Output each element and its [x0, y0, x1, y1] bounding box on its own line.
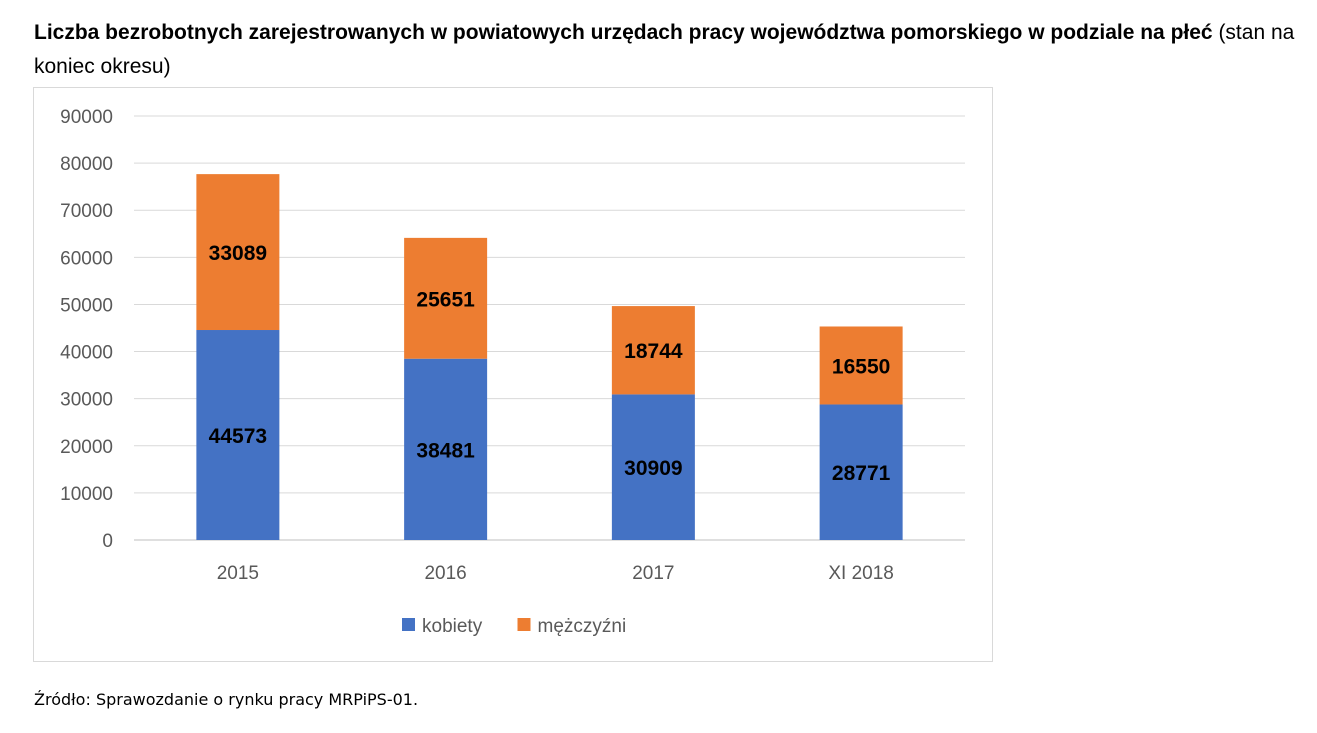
stacked-bar-chart: 0 10000 20000 30000 40000 50000 60000 70000 8000…	[60, 107, 965, 637]
data-label: 38481	[416, 439, 475, 462]
x-tick-label: 2016	[424, 563, 466, 584]
data-label: 16550	[832, 355, 890, 378]
y-tick-label: 60000	[60, 248, 113, 269]
x-tick-label: 2017	[632, 563, 674, 584]
bar-segment	[404, 358, 488, 540]
legend-swatch	[402, 618, 415, 631]
legend-label: kobiety	[422, 616, 483, 637]
bar-segment	[196, 330, 280, 540]
chart-title-bold: Liczba bezrobotnych zarejestrowanych w p…	[34, 21, 1213, 44]
data-label: 28771	[832, 462, 891, 485]
x-tick-label: 2015	[217, 563, 259, 584]
y-tick-label: 40000	[60, 343, 113, 364]
bar-segment	[819, 404, 903, 540]
legend-swatch	[517, 618, 531, 631]
bar-segment	[611, 306, 695, 395]
y-tick-label: 30000	[60, 390, 113, 411]
y-tick-label: 0	[102, 531, 113, 552]
bar-segment	[196, 174, 280, 331]
y-tick-label: 20000	[60, 437, 113, 458]
chart-area: 0 10000 20000 30000 40000 50000 60000 70000 8000…	[33, 87, 993, 662]
source-note: Źródło: Sprawozdanie o rynku pracy MRPiP…	[34, 690, 419, 709]
y-tick-label: 10000	[60, 484, 113, 505]
chart-title-note: (stan na koniec okresu)	[34, 21, 1295, 78]
y-tick-label: 50000	[60, 295, 113, 316]
data-label: 33089	[209, 242, 267, 265]
y-tick-label: 70000	[60, 201, 113, 222]
bar-segment	[819, 326, 903, 405]
data-label: 18744	[624, 340, 683, 363]
y-tick-label: 90000	[60, 107, 113, 128]
bar-segment	[404, 237, 488, 359]
y-tick-label: 80000	[60, 154, 113, 175]
chart-title: Liczba bezrobotnych zarejestrowanych w p…	[34, 16, 1304, 84]
data-label: 25651	[416, 288, 475, 311]
bar-segment	[611, 394, 695, 540]
x-tick-label: XI 2018	[828, 563, 894, 584]
data-label: 44573	[209, 425, 267, 448]
data-label: 30909	[624, 457, 682, 480]
legend-label: mężczyźni	[538, 616, 627, 637]
